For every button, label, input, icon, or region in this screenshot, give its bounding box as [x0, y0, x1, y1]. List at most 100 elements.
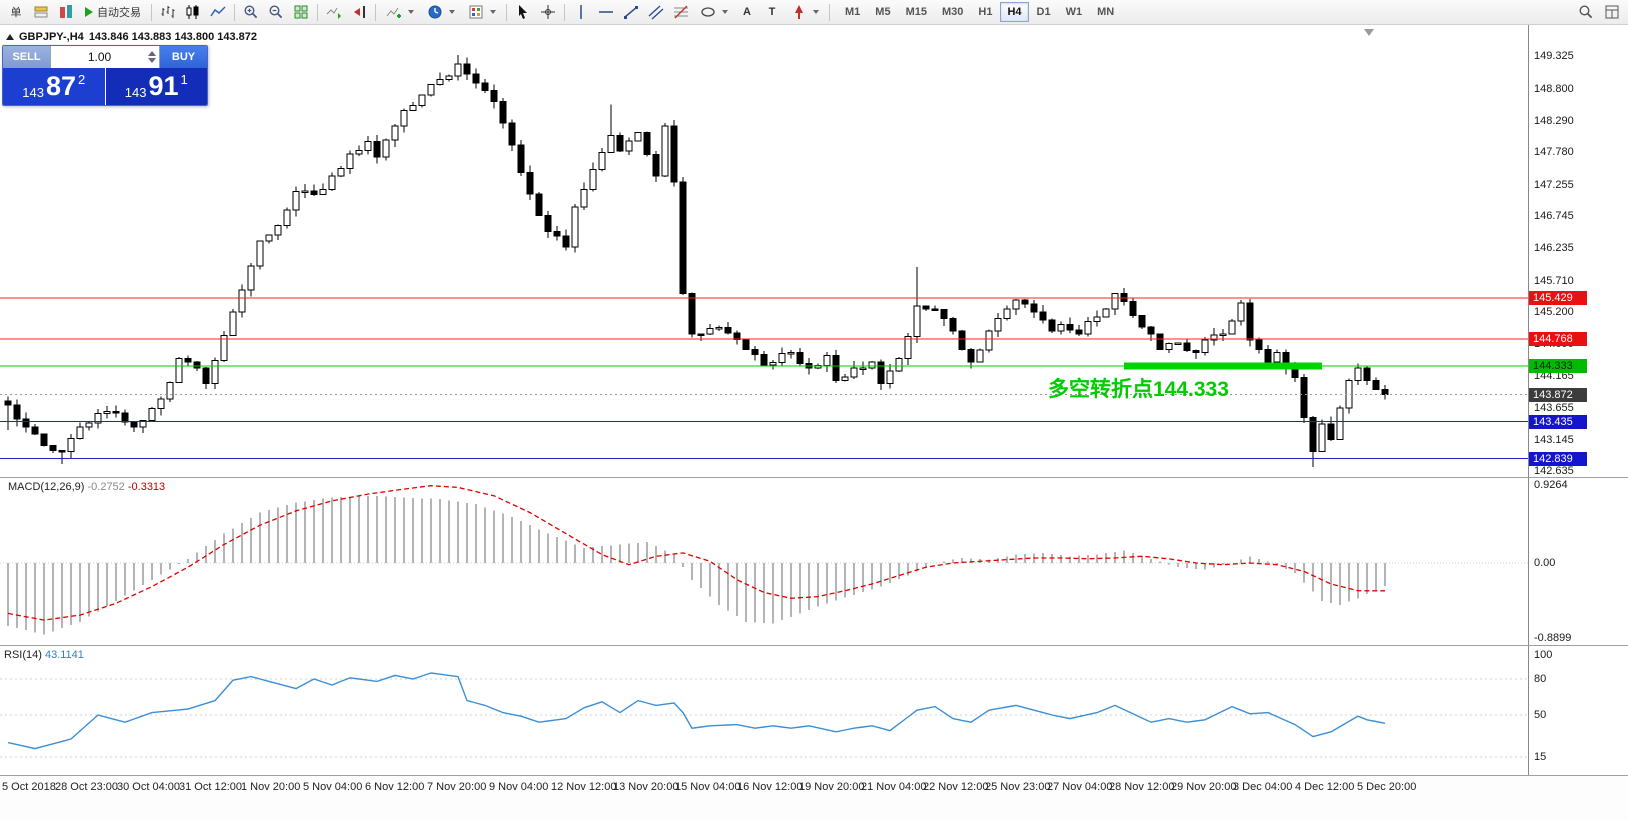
buy-price-point: 1 [180, 72, 188, 87]
periods-button[interactable] [421, 1, 461, 23]
chart-profiles-button[interactable] [1600, 1, 1624, 23]
arrows-tool-button[interactable] [785, 1, 825, 23]
trendline-tool-button[interactable] [619, 1, 643, 23]
sell-price-button[interactable]: 143 87 2 [3, 68, 106, 105]
dropdown-caret-icon [813, 10, 819, 14]
shapes-tool-button[interactable] [694, 1, 734, 23]
toolbar-separator [151, 3, 152, 21]
time-tick-label: 25 Nov 23:00 [985, 781, 1051, 793]
timeframe-button-M30[interactable]: M30 [935, 2, 970, 22]
price-axis[interactable]: 149.325 148.800 148.290 147.780 147.255 146.7… [1528, 25, 1628, 775]
volume-input[interactable] [51, 50, 148, 64]
axis-tick-label: 147.780 [1534, 146, 1574, 159]
zoom-out-icon [269, 5, 283, 19]
spinner-up-icon[interactable] [148, 51, 156, 56]
ohlc-marker-icon [6, 34, 14, 40]
bar-chart-icon [161, 6, 175, 18]
buy-button[interactable]: BUY [160, 46, 207, 68]
toolbar-separator [564, 3, 565, 21]
macd-main-value: -0.2752 [87, 481, 125, 493]
text-tool-label: A [743, 6, 751, 18]
dropdown-caret-icon [490, 10, 496, 14]
volume-spinner[interactable] [148, 51, 159, 63]
macd-signal-value: -0.3313 [127, 481, 166, 493]
dropdown-caret-icon [449, 10, 455, 14]
main-chart[interactable] [0, 25, 1528, 477]
vertical-line-tool-button[interactable] [569, 1, 593, 23]
time-tick-label: 28 Oct 23:00 [55, 781, 118, 793]
axis-tick-label: 142.635 [1534, 465, 1574, 478]
text-tool-button[interactable]: A [735, 1, 759, 23]
timeframe-button-D1[interactable]: D1 [1030, 2, 1058, 22]
market-watch-button[interactable] [54, 1, 78, 23]
zoom-in-button[interactable] [239, 1, 263, 23]
zoom-out-button[interactable] [264, 1, 288, 23]
toolbar-separator [506, 3, 507, 21]
label-tool-label: T [768, 6, 776, 18]
symbol-ohlc-values: 143.846 143.883 143.800 143.872 [88, 31, 258, 43]
order-tickets-icon [34, 6, 48, 18]
autotrading-button[interactable]: 自动交易 [79, 1, 147, 23]
search-button[interactable] [1574, 1, 1598, 23]
time-tick-label: 22 Nov 12:00 [923, 781, 989, 793]
indicators-button[interactable] [380, 1, 420, 23]
macd-indicator-pane[interactable] [0, 477, 1528, 645]
order-tickets-button[interactable] [29, 1, 53, 23]
horizontal-line-icon [599, 11, 613, 13]
channel-tool-button[interactable] [644, 1, 668, 23]
text-label-tool-button[interactable]: T [760, 1, 784, 23]
rsi-name: RSI(14) [4, 649, 42, 661]
time-tick-label: 27 Nov 04:00 [1047, 781, 1113, 793]
pane-divider[interactable] [0, 645, 1628, 646]
toolbar-right-group [1574, 1, 1624, 23]
spinner-down-icon[interactable] [148, 58, 156, 63]
chart-shift-button[interactable] [347, 1, 371, 23]
tile-windows-button[interactable] [289, 1, 313, 23]
macd-label: MACD(12,26,9) -0.2752 -0.3313 [8, 481, 165, 493]
timeframe-button-M5[interactable]: M5 [868, 2, 897, 22]
candlestick-chart-icon [186, 5, 199, 19]
time-tick-label: 13 Nov 20:00 [613, 781, 679, 793]
line-chart-button[interactable] [206, 1, 230, 23]
auto-scroll-button[interactable] [322, 1, 346, 23]
timeframe-button-M1[interactable]: M1 [838, 2, 867, 22]
arrows-icon [795, 5, 803, 19]
vertical-line-icon [580, 5, 582, 19]
templates-button[interactable] [462, 1, 502, 23]
sell-button[interactable]: SELL [3, 46, 50, 68]
crosshair-icon [541, 5, 555, 19]
candlestick-chart-button[interactable] [181, 1, 205, 23]
time-tick-label: 6 Nov 12:00 [365, 781, 425, 793]
new-order-label: 单 [10, 7, 22, 19]
one-click-trading-panel: SELL BUY 143 87 2 143 91 1 [2, 45, 208, 106]
market-watch-icon [60, 5, 72, 18]
time-tick-label: 16 Nov 12:00 [737, 781, 803, 793]
crosshair-button[interactable] [536, 1, 560, 23]
timeframe-button-H1[interactable]: H1 [971, 2, 999, 22]
horizontal-line-tool-button[interactable] [594, 1, 618, 23]
sell-price-integer: 143 [22, 85, 44, 100]
timeframe-button-W1[interactable]: W1 [1059, 2, 1090, 22]
periods-clock-icon [428, 5, 442, 19]
pivot-annotation: 多空转折点144.333 [1048, 378, 1229, 401]
volume-box [50, 46, 160, 68]
cursor-button[interactable] [511, 1, 535, 23]
level-price-badge: 142.839 [1529, 451, 1587, 466]
bar-chart-button[interactable] [156, 1, 180, 23]
chart-shift-marker-icon[interactable] [1364, 29, 1374, 36]
level-price-badge: 145.429 [1529, 291, 1587, 305]
timeframe-button-H4[interactable]: H4 [1000, 2, 1029, 22]
buy-price-pips: 91 [148, 71, 179, 101]
time-axis[interactable]: 5 Oct 2018 28 Oct 23:00 30 Oct 04:00 31 Oct… [0, 776, 1628, 821]
fibonacci-tool-button[interactable] [669, 1, 693, 23]
timeframe-button-M15[interactable]: M15 [899, 2, 934, 22]
shapes-ellipse-icon [701, 7, 715, 17]
timeframe-button-MN[interactable]: MN [1090, 2, 1121, 22]
new-order-button[interactable]: 单 [4, 1, 28, 23]
buy-price-button[interactable]: 143 91 1 [105, 68, 207, 105]
pane-divider[interactable] [0, 477, 1628, 478]
fibonacci-icon [674, 5, 688, 19]
level-price-badge: 144.333 [1529, 358, 1587, 373]
rsi-indicator-pane[interactable] [0, 645, 1528, 775]
